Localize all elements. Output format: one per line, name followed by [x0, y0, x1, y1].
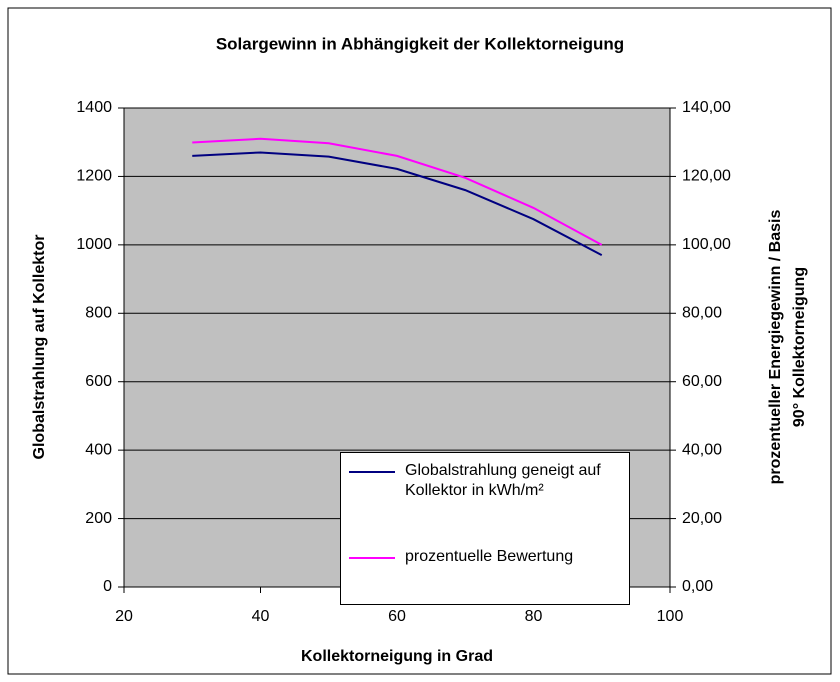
x-tick-label: 20 [115, 608, 133, 625]
x-tick-label: 40 [252, 608, 270, 625]
y-tick-label: 200 [85, 510, 112, 527]
x-axis-label: Kollektorneigung in Grad [301, 648, 493, 665]
y2-axis-label: prozentueller Energiegewinn / Basis [767, 210, 784, 485]
y2-tick-label: 20,00 [682, 510, 722, 527]
y2-tick-label: 140,00 [682, 99, 731, 116]
legend-label: Globalstrahlung geneigt auf Kollektor in… [405, 462, 601, 499]
y-tick-label: 0 [103, 578, 112, 595]
y-tick-label: 400 [85, 441, 112, 458]
y2-tick-label: 0,00 [682, 578, 713, 595]
y-tick-label: 1200 [76, 168, 112, 185]
series-line [192, 137, 603, 246]
x-tick-label: 100 [657, 608, 684, 625]
legend-swatch [349, 557, 395, 559]
x-tick-label: 60 [388, 608, 406, 625]
y-tick-label: 1400 [76, 99, 112, 116]
y2-tick-label: 80,00 [682, 305, 722, 322]
y2-axis-label: 90° Kollektorneigung [791, 267, 808, 427]
y-axis-label: Globalstrahlung auf Kollektor [31, 235, 48, 460]
y-tick-label: 1000 [76, 236, 112, 253]
y-tick-label: 600 [85, 373, 112, 390]
legend: Globalstrahlung geneigt auf Kollektor in… [340, 452, 630, 605]
legend-swatch [349, 471, 395, 473]
series-line [192, 151, 603, 257]
y2-tick-label: 40,00 [682, 441, 722, 458]
chart-title: Solargewinn in Abhängigkeit der Kollekto… [216, 34, 624, 53]
y2-tick-label: 60,00 [682, 373, 722, 390]
x-tick-label: 80 [525, 608, 543, 625]
legend-label: prozentuelle Bewertung [405, 548, 574, 565]
y2-tick-label: 120,00 [682, 168, 731, 185]
y-tick-label: 800 [85, 305, 112, 322]
y2-tick-label: 100,00 [682, 236, 731, 253]
